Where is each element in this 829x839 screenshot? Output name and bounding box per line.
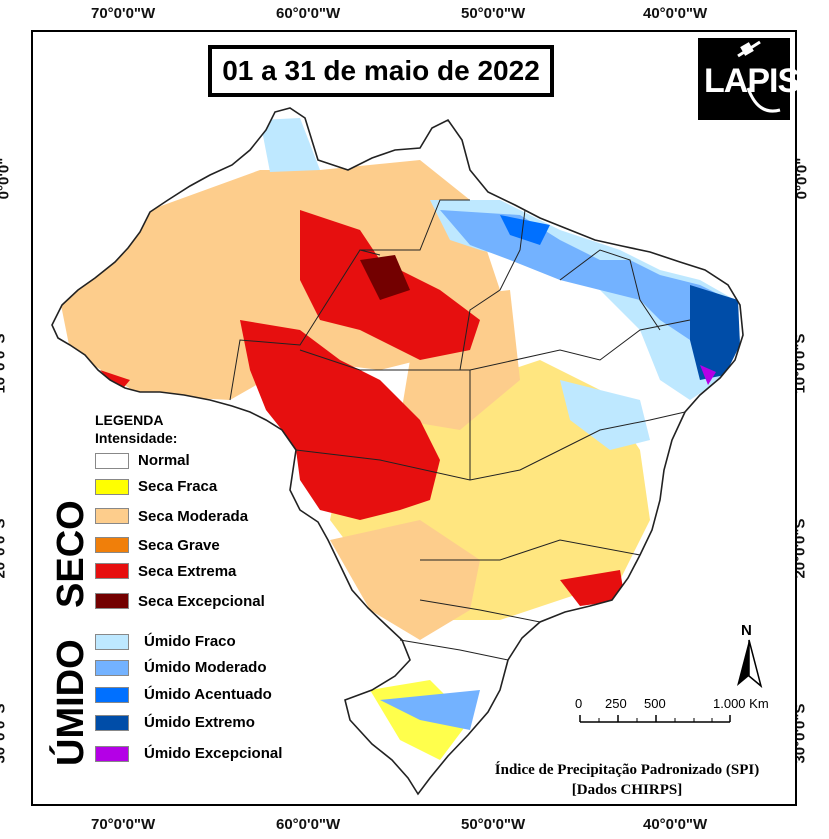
map-title: 01 a 31 de maio de 2022 [208, 45, 554, 97]
legend-swatch-umido-extremo [95, 715, 129, 731]
legend-swatch-seca-moderada [95, 508, 129, 524]
north-arrow-icon [737, 639, 763, 689]
legend-label-umido-fraco: Úmido Fraco [144, 633, 236, 650]
legend-swatch-umido-excepcional [95, 746, 129, 762]
scale-label-250: 250 [605, 696, 627, 711]
data-source: Índice de Precipitação Padronizado (SPI)… [462, 760, 792, 800]
north-arrow: N [734, 622, 764, 690]
legend-label-umido-moderado: Úmido Moderado [144, 659, 267, 676]
satellite-icon [737, 40, 781, 113]
scale-label-500: 500 [644, 696, 666, 711]
scale-label-1000: 1.000 Km [713, 696, 769, 711]
bottom-lon-tick-40w: 40°0'0"W [643, 816, 708, 833]
bottom-lon-tick-70w: 70°0'0"W [91, 816, 156, 833]
legend-group-seco: SECO [50, 500, 92, 608]
lapis-logo: LAPIS [698, 38, 800, 120]
legend-swatch-seca-grave [95, 537, 129, 553]
top-lon-tick-70w: 70°0'0"W [91, 5, 156, 22]
legend-swatch-umido-acentuado [95, 687, 129, 703]
north-label: N [741, 622, 752, 639]
legend-label-umido-excepcional: Úmido Excepcional [144, 745, 283, 762]
legend-label-seca-fraca: Seca Fraca [138, 478, 218, 495]
legend-swatch-umido-fraco [95, 634, 129, 650]
legend-group-umido: ÚMIDO [50, 639, 92, 766]
top-lon-tick-60w: 60°0'0"W [276, 5, 341, 22]
bottom-lon-tick-50w: 50°0'0"W [461, 816, 526, 833]
legend-label-seca-grave: Seca Grave [138, 537, 220, 554]
scale-label-0: 0 [575, 696, 583, 711]
legend-swatch-normal [95, 453, 129, 469]
legend-swatch-umido-moderado [95, 660, 129, 676]
legend-label-seca-moderada: Seca Moderada [138, 508, 249, 525]
legend-swatch-seca-extrema [95, 563, 129, 579]
state-borders [229, 199, 691, 661]
scale-bar: 0 250 500 1.000 Km [570, 696, 790, 736]
top-lon-tick-40w: 40°0'0"W [643, 5, 708, 22]
legend-label-seca-extrema: Seca Extrema [138, 563, 237, 580]
logo-text: LAPIS [704, 62, 800, 100]
legend-swatch-seca-fraca [95, 479, 129, 495]
legend-label-umido-acentuado: Úmido Acentuado [144, 686, 272, 703]
top-lon-tick-50w: 50°0'0"W [461, 5, 526, 22]
legend-label-umido-extremo: Úmido Extremo [144, 714, 255, 731]
legend-heading: LEGENDA [95, 412, 164, 428]
bottom-lon-tick-60w: 60°0'0"W [276, 816, 341, 833]
source-line-2: [Dados CHIRPS] [571, 782, 683, 798]
scale-ruler [579, 715, 731, 723]
legend-label-seca-excepcional: Seca Excepcional [138, 593, 265, 610]
source-line-1: Índice de Precipitação Padronizado (SPI) [494, 762, 760, 778]
legend-subheading: Intensidade: [95, 430, 178, 446]
legend-label-normal: Normal [138, 452, 190, 469]
legend-swatch-seca-excepcional [95, 593, 129, 609]
